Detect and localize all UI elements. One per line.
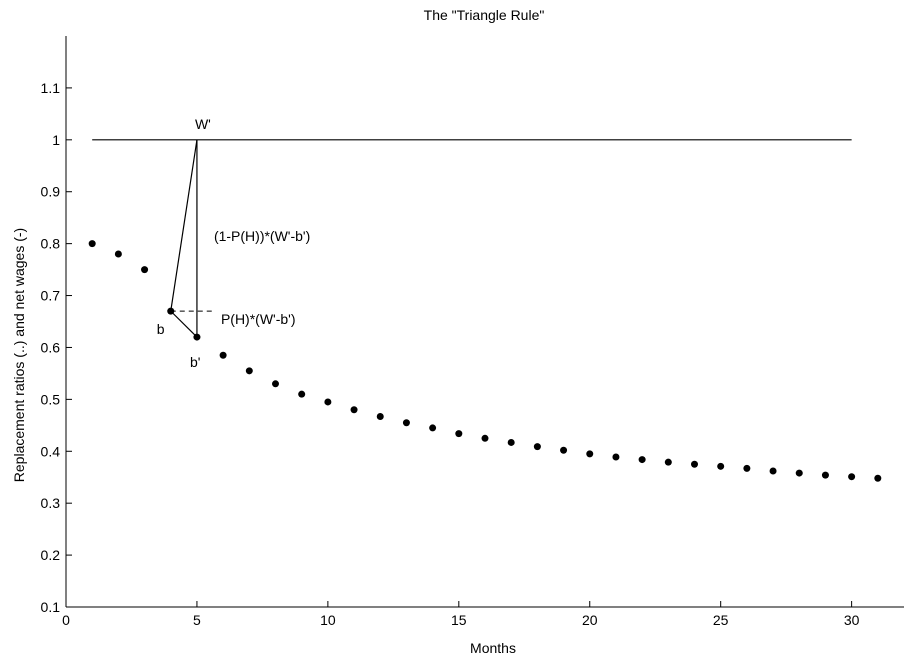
y-tick-label: 0.5 [41, 391, 61, 407]
data-point [429, 424, 437, 432]
y-tick-label: 0.2 [41, 547, 61, 563]
data-point [88, 240, 96, 248]
x-tick-label: 10 [320, 612, 336, 628]
y-tick-label: 0.3 [41, 495, 61, 511]
y-tick-label: 0.4 [41, 443, 61, 459]
data-point [141, 266, 149, 274]
triangle-annotation [170, 139, 216, 338]
y-tick-label: 0.1 [41, 599, 61, 615]
data-point [664, 458, 672, 466]
data-point [874, 474, 882, 482]
data-point [402, 419, 410, 427]
x-tick-label: 5 [193, 612, 201, 628]
data-point [245, 367, 253, 375]
y-tick-label: 0.7 [41, 288, 61, 304]
data-point [795, 469, 803, 477]
x-tick-label: 30 [844, 612, 860, 628]
x-ticks: 0 5 10 15 20 25 30 [62, 601, 860, 628]
data-point [769, 467, 777, 475]
data-point [324, 398, 332, 406]
x-tick-label: 20 [582, 612, 598, 628]
series-group [88, 139, 882, 482]
data-point [481, 434, 489, 442]
data-point [560, 446, 568, 454]
data-point [691, 460, 698, 468]
x-tick-label: 25 [713, 612, 729, 628]
data-point [455, 430, 463, 438]
axes [65, 36, 904, 608]
y-ticks: 0.1 0.2 0.3 0.4 0.5 0.6 0.7 0.8 0.9 1 1.1 [41, 80, 72, 615]
y-tick-label: 0.6 [41, 339, 61, 355]
annotations: W' (1-P(H))*(W'-b') P(H)*(W'-b') b b' [157, 116, 311, 370]
data-point [272, 380, 279, 388]
data-point [350, 406, 358, 414]
annotation-label: W' [195, 116, 211, 132]
data-point [114, 250, 122, 258]
data-point [821, 471, 829, 479]
data-point [612, 453, 620, 461]
annotation-label: b [157, 321, 165, 337]
data-point [848, 473, 856, 481]
triangle-edge-b-bprime [170, 310, 198, 338]
annotation-label: (1-P(H))*(W'-b') [214, 228, 310, 244]
data-point [219, 351, 227, 359]
x-axis-label: Months [470, 640, 516, 656]
data-point [533, 443, 541, 451]
data-point [717, 462, 725, 470]
y-axis-label: Replacement ratios (..) and net wages (-… [11, 228, 27, 482]
triangle-edge-w-b [170, 139, 198, 312]
data-point [586, 450, 594, 458]
annotation-label: b' [190, 354, 200, 370]
chart-title: The "Triangle Rule" [424, 7, 545, 23]
annotation-label: P(H)*(W'-b') [221, 311, 296, 327]
x-tick-label: 15 [451, 612, 467, 628]
y-tick-label: 1 [52, 132, 60, 148]
data-point [298, 390, 306, 398]
x-tick-label: 0 [62, 612, 70, 628]
data-point [638, 456, 646, 464]
y-tick-label: 1.1 [41, 80, 61, 96]
data-point [376, 412, 384, 420]
data-point [743, 464, 751, 472]
y-tick-label: 0.8 [41, 236, 61, 252]
y-tick-label: 0.9 [41, 184, 61, 200]
data-point [507, 438, 515, 446]
